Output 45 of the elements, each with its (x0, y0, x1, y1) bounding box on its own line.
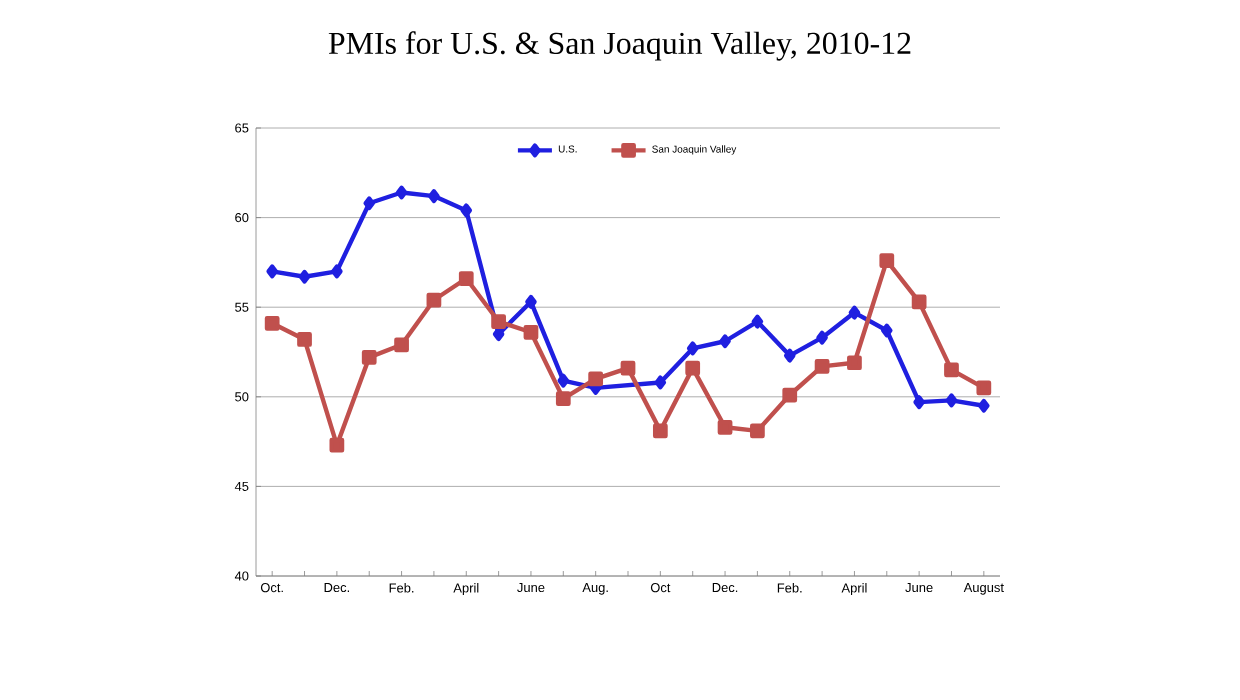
point (395, 185, 408, 200)
point (555, 391, 571, 406)
point (719, 334, 731, 349)
point (264, 315, 280, 331)
point (814, 358, 830, 374)
point (620, 360, 636, 376)
point (750, 423, 765, 439)
point (652, 423, 668, 439)
point (944, 362, 959, 378)
point (847, 355, 862, 371)
point (525, 294, 537, 309)
point (717, 419, 733, 435)
point (816, 330, 828, 345)
point (523, 324, 539, 340)
point (686, 341, 699, 356)
point (331, 264, 343, 279)
point (782, 387, 798, 403)
point (783, 348, 796, 363)
point (428, 189, 440, 204)
point (361, 350, 377, 365)
point (751, 314, 764, 329)
point (945, 393, 958, 408)
chart-title: PMIs for U.S. & San Joaquin Valley, 2010-12 (328, 31, 911, 61)
point (557, 373, 570, 388)
point (329, 437, 345, 453)
point (426, 292, 442, 308)
point (588, 371, 604, 387)
point (976, 380, 992, 396)
point (491, 314, 506, 329)
point (266, 264, 278, 279)
point (913, 395, 925, 410)
point (685, 360, 701, 376)
point (911, 294, 927, 310)
point (394, 337, 409, 353)
point (298, 269, 311, 284)
point (458, 271, 474, 286)
point (460, 203, 473, 218)
point (881, 323, 893, 338)
point (848, 305, 861, 320)
point (492, 327, 505, 342)
point (654, 375, 667, 390)
point (879, 253, 895, 268)
point (363, 196, 375, 211)
point (978, 398, 990, 413)
point (297, 332, 312, 347)
